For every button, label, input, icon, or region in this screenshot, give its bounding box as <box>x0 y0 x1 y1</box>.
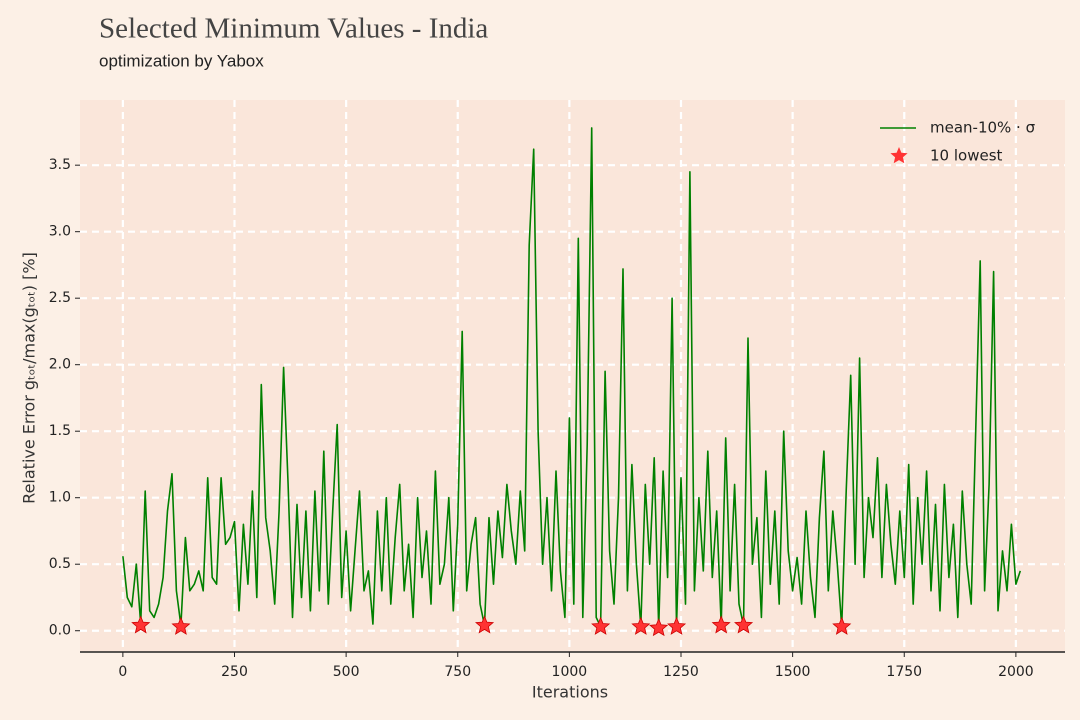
x-tick-label: 2000 <box>998 664 1034 680</box>
chart-subtitle: optimization by Yabox <box>99 51 264 70</box>
x-tick-label: 500 <box>333 664 360 680</box>
star-marker <box>667 616 687 635</box>
star-marker <box>832 616 852 635</box>
y-tick-label: 3.0 <box>49 224 71 240</box>
star-marker <box>475 615 495 634</box>
y-tick-label: 3.5 <box>49 157 71 173</box>
x-tick-label: 1750 <box>886 664 922 680</box>
legend-marker <box>890 147 908 164</box>
star-marker <box>591 616 611 635</box>
legend-label: 10 lowest <box>930 147 1003 165</box>
legend-label: mean-10% · σ <box>930 119 1036 137</box>
data-line <box>122 127 1022 629</box>
x-tick-label: 1500 <box>775 664 811 680</box>
x-tick-label: 0 <box>118 664 127 680</box>
x-axis-label: Iterations <box>532 683 608 702</box>
y-tick-label: 0.0 <box>49 623 71 639</box>
star-marker <box>171 616 191 635</box>
star-marker <box>649 618 669 637</box>
chart-title: Selected Minimum Values - India <box>99 13 488 45</box>
star-marker <box>734 615 754 634</box>
star-marker <box>631 616 651 635</box>
x-tick-label: 750 <box>444 664 471 680</box>
y-tick-label: 2.5 <box>49 290 71 306</box>
star-marker <box>711 615 731 634</box>
star-marker <box>131 615 151 634</box>
y-tick-label: 2.0 <box>49 357 71 373</box>
x-tick-label: 1250 <box>663 664 699 680</box>
x-tick-label: 1000 <box>552 664 588 680</box>
y-axis-label: Relative Error gₜₒₜ/max(gₜₒₜ) [%] <box>20 252 39 504</box>
y-tick-label: 1.5 <box>49 423 71 439</box>
y-tick-label: 1.0 <box>49 490 71 506</box>
x-tick-label: 250 <box>221 664 248 680</box>
y-tick-label: 0.5 <box>49 556 71 572</box>
